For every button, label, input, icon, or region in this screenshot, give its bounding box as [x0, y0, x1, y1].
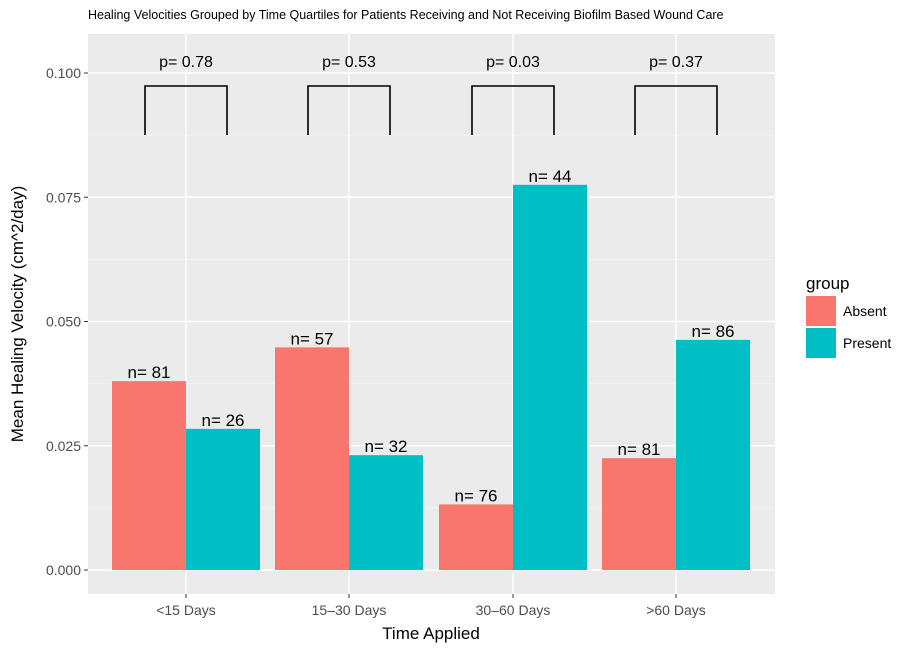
legend-swatch-present: [806, 328, 836, 358]
legend-swatch-absent: [806, 296, 836, 326]
bar-present: [513, 184, 587, 570]
y-tick-label: 0.100: [46, 65, 81, 81]
count-label: n= 57: [290, 329, 333, 348]
x-axis: <15 Days 15–30 Days 30–60 Days >60 Days: [156, 594, 706, 618]
bars: [112, 184, 750, 570]
y-tick-label: 0.050: [46, 314, 81, 330]
x-tick-label: >60 Days: [646, 602, 706, 618]
count-label: n= 32: [364, 437, 407, 456]
p-value-label: p= 0.78: [159, 54, 213, 71]
significance-bracket: [307, 85, 391, 135]
count-label: n= 81: [617, 440, 660, 459]
legend-label-absent: Absent: [843, 303, 887, 319]
x-axis-title: Time Applied: [382, 624, 480, 643]
significance-bracket: [634, 85, 718, 135]
bar-present: [676, 339, 750, 570]
chart-title: Healing Velocities Grouped by Time Quart…: [88, 8, 724, 22]
significance-bracket: [144, 85, 228, 135]
significance-brackets: p= 0.78 p= 0.53 p= 0.03 p= 0.37: [144, 54, 718, 135]
bar-present: [349, 455, 423, 570]
significance-bracket: [471, 85, 555, 135]
count-label: n= 44: [528, 167, 571, 186]
p-value-label: p= 0.03: [486, 54, 540, 71]
bar-absent: [275, 347, 349, 570]
count-label: n= 86: [691, 322, 734, 341]
p-value-label: p= 0.37: [649, 54, 703, 71]
count-label: n= 81: [127, 363, 170, 382]
y-tick-label: 0.000: [46, 562, 81, 578]
bar-absent: [602, 458, 676, 570]
count-label: n= 26: [201, 411, 244, 430]
y-tick-label: 0.075: [46, 189, 81, 205]
legend: group Absent Present: [806, 274, 891, 358]
bar-absent: [112, 381, 186, 570]
legend-label-present: Present: [843, 335, 891, 351]
bar-present: [186, 428, 260, 570]
count-label: n= 76: [454, 486, 497, 505]
y-axis: 0.000 0.025 0.050 0.075 0.100: [46, 65, 88, 578]
x-tick-label: 15–30 Days: [312, 602, 387, 618]
count-labels: n= 81 n= 57 n= 76 n= 81 n= 26 n= 32 n= 44 n= 86: [127, 167, 734, 506]
x-tick-label: <15 Days: [156, 602, 216, 618]
x-tick-label: 30–60 Days: [476, 602, 551, 618]
p-value-label: p= 0.53: [322, 54, 376, 71]
legend-title: group: [806, 274, 849, 293]
y-axis-title: Mean Healing Velocity (cm^2/day): [8, 186, 27, 442]
y-tick-label: 0.025: [46, 438, 81, 454]
bar-absent: [439, 504, 513, 570]
